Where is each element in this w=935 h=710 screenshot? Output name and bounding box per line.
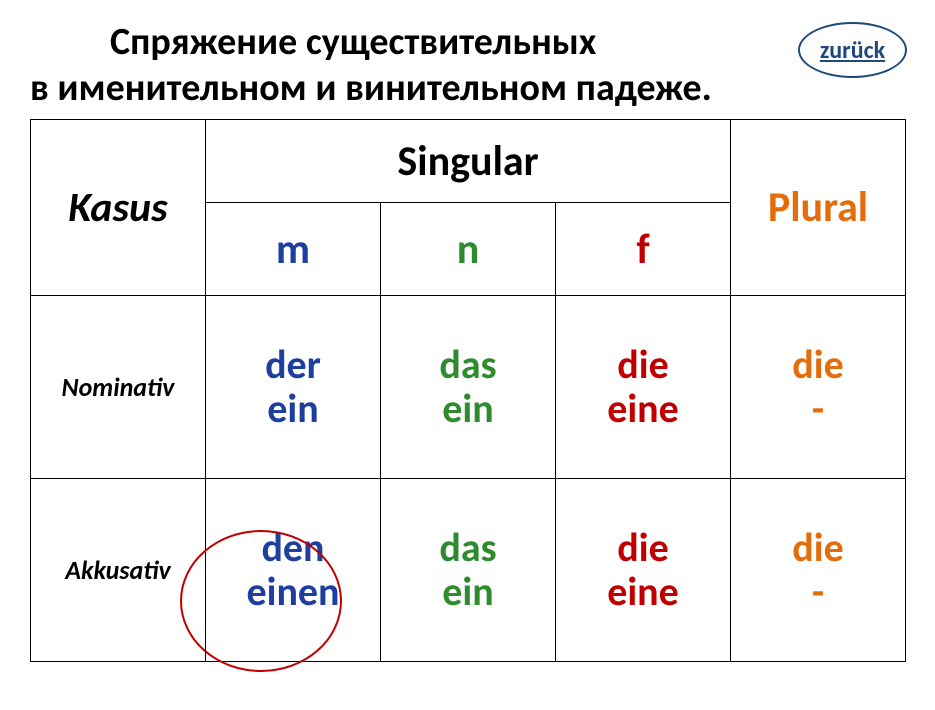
gender-f-header: f xyxy=(556,203,731,296)
cell-value: das xyxy=(385,526,551,570)
cell-akk-n: das ein xyxy=(381,479,556,662)
cell-value: die xyxy=(560,343,726,387)
singular-header: Singular xyxy=(206,120,731,203)
cell-value: ein xyxy=(385,387,551,431)
kasus-header: Kasus xyxy=(31,120,206,296)
cell-value: die xyxy=(735,343,901,387)
back-button-label: zurück xyxy=(820,36,885,65)
gender-m-header: m xyxy=(206,203,381,296)
plural-header: Plural xyxy=(731,120,906,296)
cell-value: ein xyxy=(210,387,376,431)
grammar-table: Kasus Singular Plural m n f Nominativ de… xyxy=(30,119,906,662)
cell-value: der xyxy=(210,343,376,387)
table-row: Akkusativ den einen das ein die eine xyxy=(31,479,906,662)
cell-value: eine xyxy=(560,387,726,431)
cell-value: die xyxy=(560,526,726,570)
cell-value: das xyxy=(385,343,551,387)
row-label-akkusativ: Akkusativ xyxy=(31,479,206,662)
gender-n-header: n xyxy=(381,203,556,296)
cell-akk-m: den einen xyxy=(206,479,381,662)
table-row: Nominativ der ein das ein die eine xyxy=(31,296,906,479)
cell-value: einen xyxy=(210,570,376,614)
cell-value: eine xyxy=(560,570,726,614)
row-label-nominativ: Nominativ xyxy=(31,296,206,479)
cell-value: - xyxy=(735,387,901,431)
cell-value: den xyxy=(210,526,376,570)
cell-nom-f: die eine xyxy=(556,296,731,479)
title-line-2: в именительном и винительном падеже. xyxy=(30,66,905,112)
cell-akk-pl: die - xyxy=(731,479,906,662)
back-button[interactable]: zurück xyxy=(798,22,907,78)
cell-nom-m: der ein xyxy=(206,296,381,479)
title-line-1: Спряжение существительных xyxy=(30,20,905,66)
cell-akk-f: die eine xyxy=(556,479,731,662)
page-title: Спряжение существительных в именительном… xyxy=(30,20,905,111)
cell-value: - xyxy=(735,570,901,614)
cell-value: ein xyxy=(385,570,551,614)
cell-value: die xyxy=(735,526,901,570)
cell-nom-pl: die - xyxy=(731,296,906,479)
cell-nom-n: das ein xyxy=(381,296,556,479)
